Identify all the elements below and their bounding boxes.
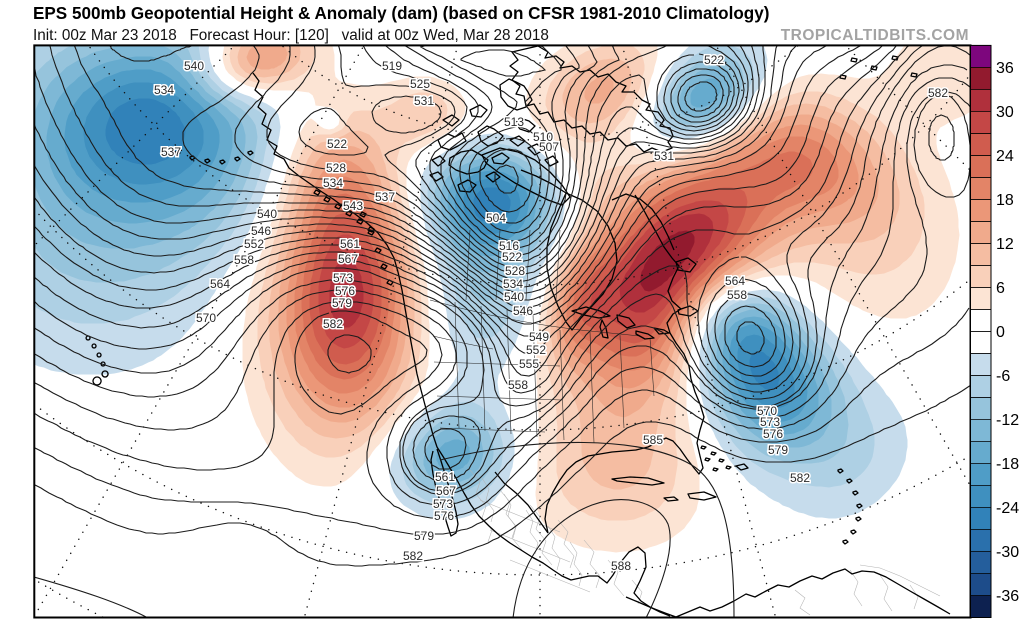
svg-text:573: 573: [433, 497, 453, 511]
svg-text:549: 549: [529, 330, 549, 344]
svg-text:570: 570: [757, 404, 777, 418]
svg-text:537: 537: [161, 145, 181, 159]
svg-text:525: 525: [410, 77, 430, 91]
svg-text:573: 573: [760, 415, 780, 429]
svg-text:558: 558: [727, 288, 747, 302]
svg-text:561: 561: [340, 237, 360, 251]
svg-text:543: 543: [343, 199, 363, 213]
svg-text:585: 585: [643, 433, 663, 447]
svg-text:24: 24: [996, 148, 1014, 165]
svg-text:579: 579: [332, 296, 352, 310]
svg-text:6: 6: [996, 280, 1005, 297]
svg-text:564: 564: [210, 277, 230, 291]
svg-text:534: 534: [503, 277, 523, 291]
svg-text:30: 30: [996, 104, 1014, 121]
svg-text:522: 522: [704, 53, 724, 67]
svg-text:516: 516: [499, 239, 519, 253]
svg-text:EPS 500mb Geopotential Height: EPS 500mb Geopotential Height & Anomaly …: [33, 4, 769, 23]
svg-text:576: 576: [763, 427, 783, 441]
svg-text:540: 540: [184, 59, 204, 73]
svg-text:-36: -36: [996, 588, 1019, 605]
svg-text:513: 513: [504, 115, 524, 129]
svg-text:582: 582: [403, 549, 423, 563]
svg-text:528: 528: [326, 161, 346, 175]
svg-text:12: 12: [996, 236, 1014, 253]
svg-text:555: 555: [519, 357, 539, 371]
svg-text:528: 528: [505, 264, 525, 278]
svg-text:567: 567: [436, 484, 456, 498]
svg-text:TROPICALTIDBITS.COM: TROPICALTIDBITS.COM: [781, 27, 969, 44]
svg-text:552: 552: [526, 343, 546, 357]
svg-text:-18: -18: [996, 456, 1019, 473]
svg-text:579: 579: [414, 529, 434, 543]
svg-text:570: 570: [196, 311, 216, 325]
svg-text:0: 0: [996, 324, 1005, 341]
svg-text:561: 561: [435, 470, 455, 484]
svg-text:579: 579: [768, 443, 788, 457]
svg-text:504: 504: [486, 211, 506, 225]
svg-text:18: 18: [996, 192, 1014, 209]
svg-text:540: 540: [257, 207, 277, 221]
svg-text:588: 588: [611, 559, 631, 573]
svg-text:567: 567: [338, 252, 358, 266]
svg-text:534: 534: [323, 176, 343, 190]
svg-text:582: 582: [928, 86, 948, 100]
svg-text:576: 576: [335, 284, 355, 298]
svg-text:564: 564: [725, 274, 745, 288]
svg-text:-30: -30: [996, 544, 1019, 561]
svg-text:507: 507: [539, 140, 559, 154]
svg-text:-12: -12: [996, 412, 1019, 429]
svg-text:531: 531: [414, 94, 434, 108]
svg-text:582: 582: [790, 471, 810, 485]
svg-text:-6: -6: [996, 368, 1010, 385]
svg-text:522: 522: [502, 250, 522, 264]
svg-text:558: 558: [234, 253, 254, 267]
svg-text:534: 534: [154, 83, 174, 97]
svg-text:Init: 00z Mar 23 2018 Foreca: Init: 00z Mar 23 2018 Forecast Hour: [12…: [33, 27, 549, 44]
svg-text:-24: -24: [996, 500, 1019, 517]
svg-text:558: 558: [508, 378, 528, 392]
svg-text:546: 546: [513, 304, 533, 318]
svg-text:522: 522: [327, 137, 347, 151]
svg-text:519: 519: [382, 59, 402, 73]
svg-text:531: 531: [654, 149, 674, 163]
svg-text:582: 582: [323, 317, 343, 331]
svg-text:546: 546: [251, 224, 271, 238]
svg-text:537: 537: [375, 190, 395, 204]
svg-text:576: 576: [434, 509, 454, 523]
svg-text:573: 573: [333, 271, 353, 285]
svg-text:510: 510: [533, 130, 553, 144]
svg-text:36: 36: [996, 60, 1014, 77]
svg-text:540: 540: [504, 290, 524, 304]
svg-text:552: 552: [244, 237, 264, 251]
